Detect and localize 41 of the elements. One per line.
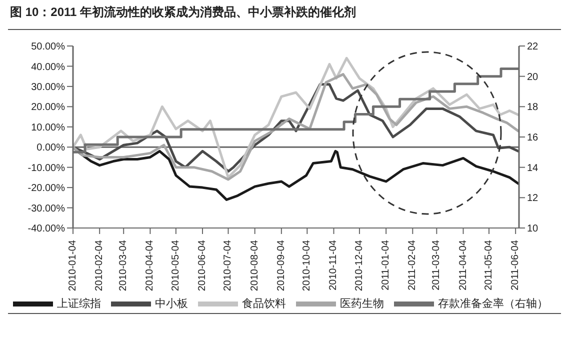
x-tick-label: 2010-03-04 bbox=[118, 240, 130, 292]
y2-tick-label: 20 bbox=[527, 72, 539, 83]
legend-label: 中小板 bbox=[155, 298, 188, 310]
chart-title: 图 10：2011 年初流动性的收紧成为消费品、中小票补跌的催化剂 bbox=[10, 4, 356, 21]
legend-label: 上证综指 bbox=[57, 298, 101, 310]
legend-label: 食品饮料 bbox=[242, 298, 286, 310]
y2-tick-label: 14 bbox=[527, 162, 539, 174]
y2-tick-label: 12 bbox=[527, 193, 539, 204]
y-tick-label: 40.00% bbox=[31, 62, 66, 73]
x-tick-label: 2010-07-04 bbox=[222, 240, 234, 292]
x-tick-label: 2010-12-04 bbox=[354, 240, 365, 292]
x-tick-label: 2011-03-04 bbox=[431, 240, 442, 290]
x-tick-label: 2010-05-04 bbox=[170, 240, 182, 292]
x-tick-label: 2010-08-04 bbox=[249, 240, 260, 292]
y2-tick-label: 10 bbox=[527, 224, 539, 235]
x-tick-label: 2010-04-04 bbox=[144, 240, 156, 292]
y-tick-label: 10.00% bbox=[31, 122, 66, 134]
x-tick-label: 2011-02-04 bbox=[407, 240, 418, 290]
y2-tick-label: 18 bbox=[527, 102, 539, 114]
y-tick-label: -40.00% bbox=[28, 224, 66, 235]
x-tick-label: 2010-06-04 bbox=[197, 240, 208, 292]
x-tick-label: 2011-04-04 bbox=[458, 240, 469, 290]
x-tick-label: 2010-01-04 bbox=[68, 240, 78, 292]
x-tick-label: 2011-01-04 bbox=[380, 240, 392, 290]
y-tick-label: 50.00% bbox=[31, 42, 66, 53]
y2-tick-label: 22 bbox=[527, 42, 539, 53]
y-tick-label: 30.00% bbox=[31, 82, 66, 93]
legend-label: 存款准备金率（右轴） bbox=[438, 298, 548, 310]
y-tick-label: 0.00% bbox=[36, 142, 66, 154]
x-tick-label: 2010-09-04 bbox=[276, 240, 287, 292]
x-tick-label: 2011-05-04 bbox=[483, 240, 494, 290]
y-tick-label: -30.00% bbox=[28, 203, 66, 214]
y-tick-label: -10.00% bbox=[28, 162, 66, 174]
x-tick-label: 2010-10-04 bbox=[302, 240, 313, 292]
y-tick-label: 20.00% bbox=[31, 102, 66, 114]
x-tick-label: 2010-02-04 bbox=[94, 240, 106, 292]
y-tick-label: -20.00% bbox=[28, 183, 66, 194]
y2-tick-label: 16 bbox=[527, 132, 539, 144]
x-tick-label: 2010-11-04 bbox=[328, 240, 340, 290]
x-tick-label: 2011-06-04 bbox=[510, 240, 522, 290]
legend-label: 医药生物 bbox=[340, 298, 384, 310]
